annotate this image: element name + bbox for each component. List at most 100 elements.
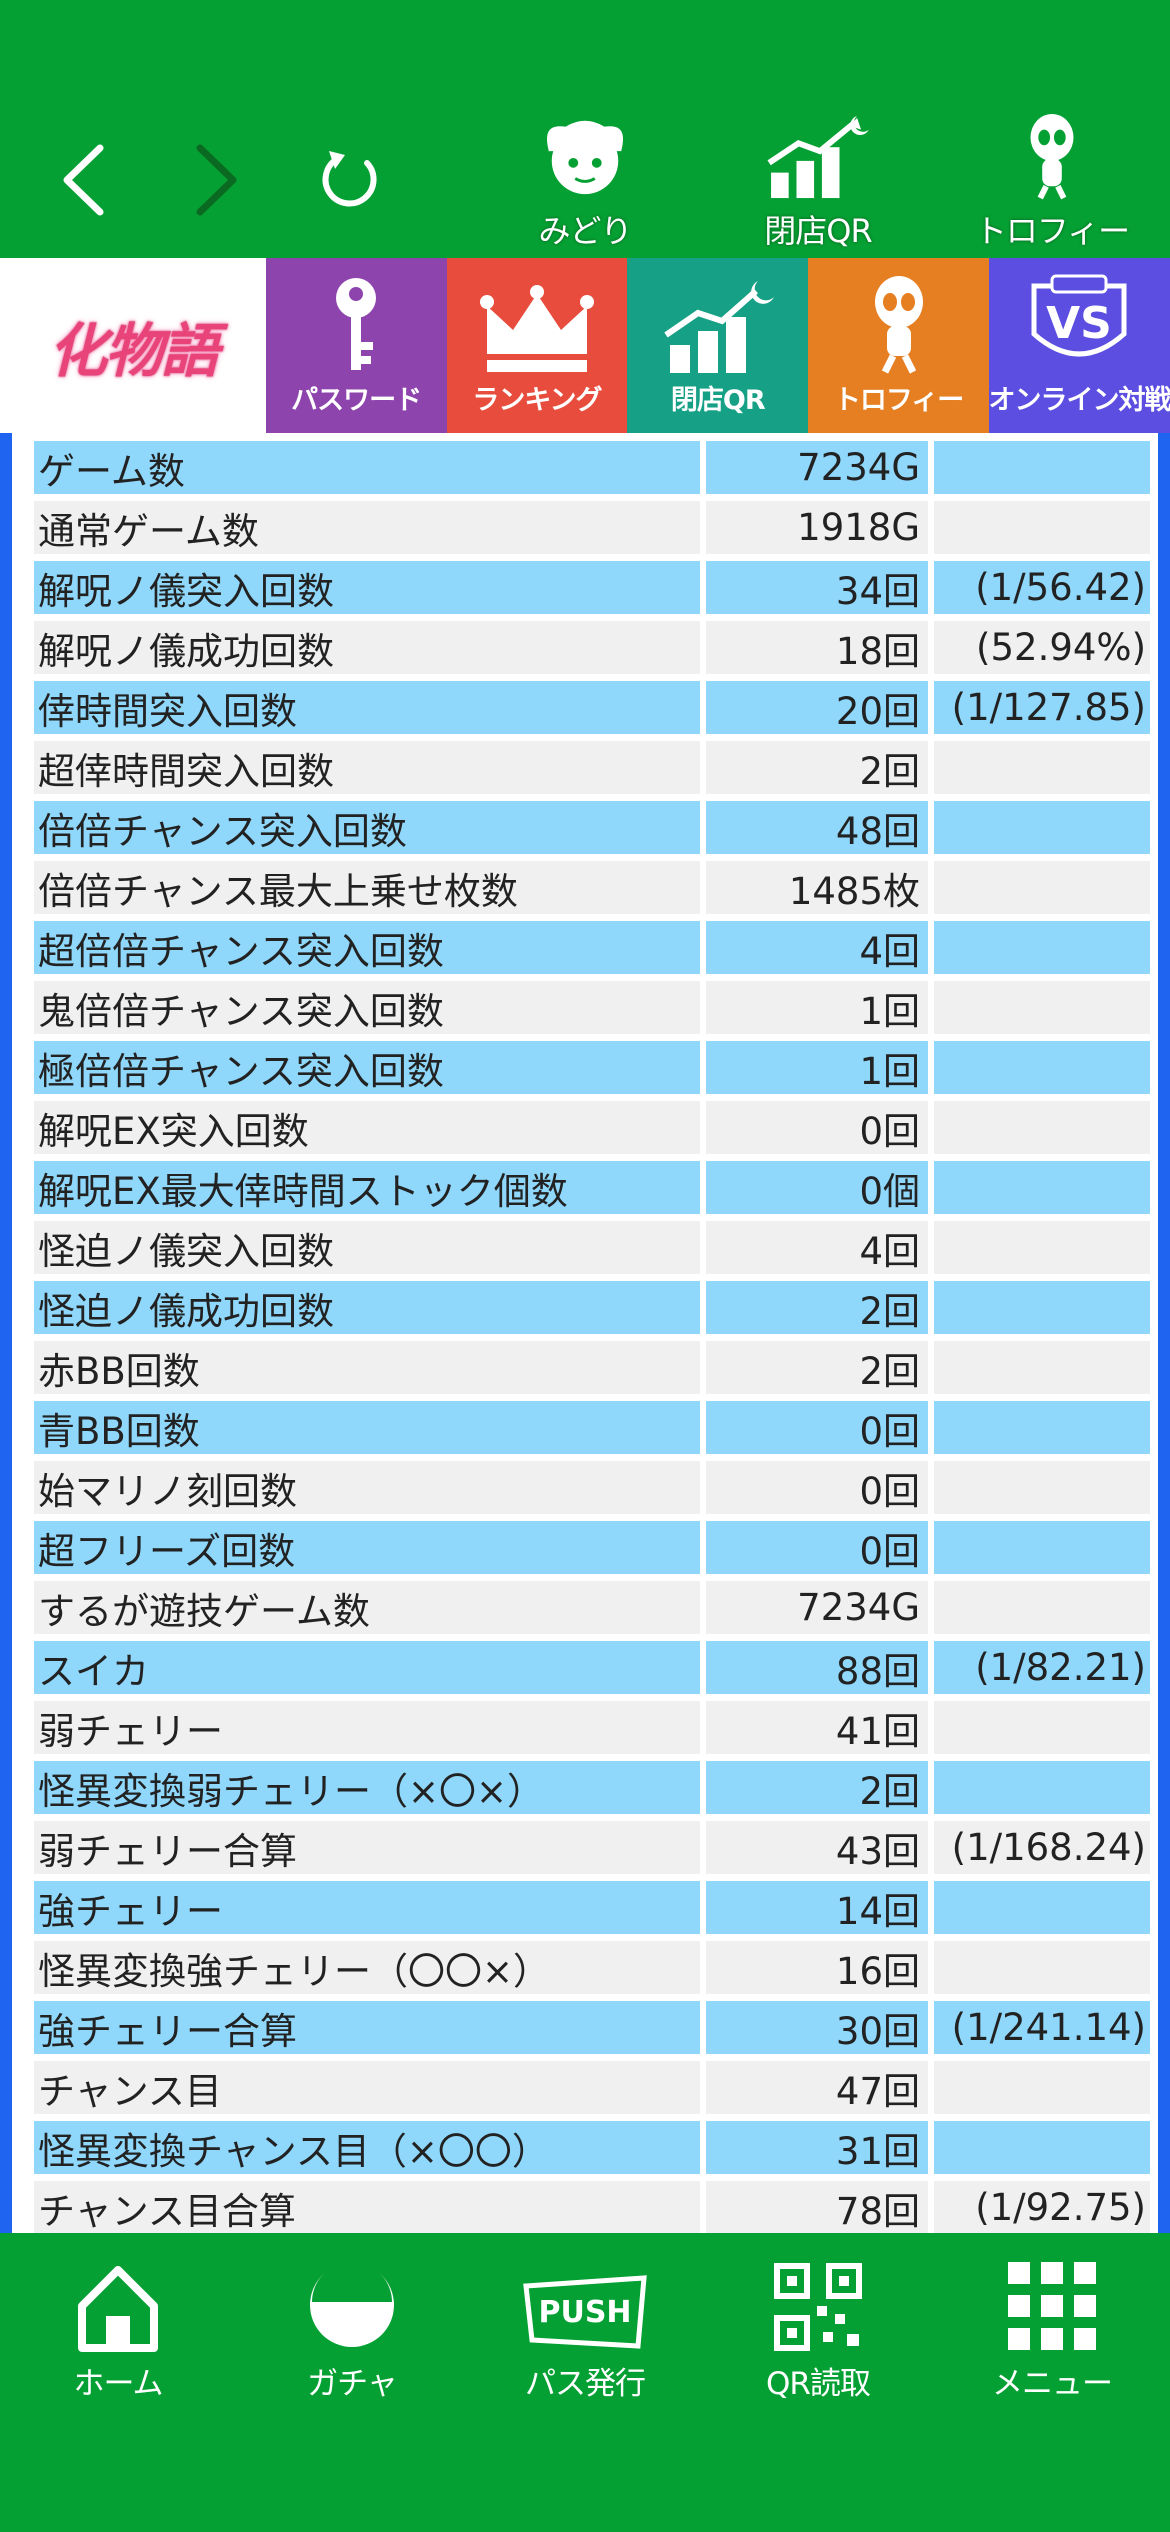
stat-extra [934,741,1150,794]
stat-name: スイカ [34,1641,700,1694]
tab-close-qr[interactable]: 閉店QR [627,258,809,433]
stat-value: 0回 [706,1101,928,1154]
reload-button[interactable] [305,130,395,230]
top-nav-label: 閉店QR [764,212,872,250]
top-nav-midori[interactable]: みどり [485,112,685,252]
stat-name: 解呪EX突入回数 [34,1101,700,1154]
stat-value: 7234G [706,441,928,494]
stat-value: 47回 [706,2061,928,2114]
stat-name: 始マリノ刻回数 [34,1461,700,1514]
stat-name: 青BB回数 [34,1401,700,1454]
table-row: 超倍倍チャンス突入回数 4回 [34,921,1150,974]
stat-name: 極倍倍チャンス突入回数 [34,1041,700,1094]
stat-extra: (52.94%) [934,621,1150,674]
nav-qr-scan[interactable]: QR読取 [718,2253,918,2403]
table-row: 怪迫ノ儀成功回数 2回 [34,1281,1150,1334]
game-logo[interactable]: 化物語 [0,258,266,433]
stat-name: 怪異変換強チェリー（〇〇×） [34,1941,700,1994]
stat-name: 通常ゲーム数 [34,501,700,554]
stat-value: 2回 [706,1761,928,1814]
stat-extra [934,861,1150,914]
character-icon [545,118,625,195]
chevron-right-icon [196,144,237,216]
table-row: チャンス目 47回 [34,2061,1150,2114]
table-row: 青BB回数 0回 [34,1401,1150,1454]
stats-table[interactable]: ゲーム数 7234G 通常ゲーム数 1918G 解呪ノ儀突入回数 34回 (1/56.42)… [0,433,1170,2233]
stat-extra [934,1521,1150,1574]
table-row: 極倍倍チャンス突入回数 1回 [34,1041,1150,1094]
stat-value: 1回 [706,981,928,1034]
stat-name: 強チェリー [34,1881,700,1934]
stat-extra [934,1161,1150,1214]
stat-name: ゲーム数 [34,441,700,494]
tab-label: トロフィー [833,385,964,416]
stat-value: 78回 [706,2181,928,2233]
back-button[interactable] [40,130,130,230]
stat-extra [934,1281,1150,1334]
stat-extra [934,501,1150,554]
tab-trophy[interactable]: トロフィー [808,258,989,433]
stat-name: 弱チェリー合算 [34,1821,700,1874]
stat-value: 2回 [706,1341,928,1394]
stat-value: 48回 [706,801,928,854]
stat-name: 倍倍チャンス最大上乗せ枚数 [34,861,700,914]
table-row: 超倖時間突入回数 2回 [34,741,1150,794]
table-row: 通常ゲーム数 1918G [34,501,1150,554]
stat-value: 4回 [706,921,928,974]
nav-label: ホーム [73,2366,163,2402]
tab-password[interactable]: パスワード [265,258,447,433]
stat-name: 鬼倍倍チャンス突入回数 [34,981,700,1034]
grid-menu-icon [1008,2262,1096,2350]
table-row: 始マリノ刻回数 0回 [34,1461,1150,1514]
top-nav-trophy[interactable]: トロフィー [952,112,1152,252]
stat-extra: (1/127.85) [934,681,1150,734]
top-bar: みどり 閉店QR トロフィー [0,0,1170,258]
stat-value: 34回 [706,561,928,614]
stat-extra [934,1101,1150,1154]
nav-home[interactable]: ホーム [18,2253,218,2403]
push-icon: PUSH [523,2275,647,2349]
top-nav-close-qr[interactable]: 閉店QR [718,112,918,252]
stat-value: 7234G [706,1581,928,1634]
crown-icon [479,285,594,372]
stat-extra [934,801,1150,854]
nav-pass-issue[interactable]: PUSH パス発行 [485,2253,685,2403]
stat-value: 0回 [706,1461,928,1514]
stat-value: 20回 [706,681,928,734]
tab-label: ランキング [472,385,602,416]
nav-label: パス発行 [525,2366,646,2402]
qr-code-icon [774,2263,862,2351]
stat-value: 1回 [706,1041,928,1094]
stat-value: 1918G [706,501,928,554]
tab-row: 化物語 パスワード ランキング 閉店QR [0,258,1170,433]
vs-icon: VS [1031,274,1127,357]
stat-extra: (1/56.42) [934,561,1150,614]
forward-button[interactable] [170,130,260,230]
chart-up-icon [664,281,774,373]
nav-menu[interactable]: メニュー [952,2253,1152,2403]
chart-up-icon [767,115,869,199]
stat-extra [934,1401,1150,1454]
stat-extra [934,1761,1150,1814]
svg-text:PUSH: PUSH [538,2295,631,2330]
stat-name: 超倍倍チャンス突入回数 [34,921,700,974]
stat-value: 1485枚 [706,861,928,914]
stat-name: 怪異変換チャンス目（×〇〇） [34,2121,700,2174]
alien-icon [1030,113,1074,200]
tab-label: オンライン対戦 [988,385,1170,416]
table-row: 倖時間突入回数 20回 (1/127.85) [34,681,1150,734]
stat-value: 43回 [706,1821,928,1874]
stat-extra: (1/92.75) [934,2181,1150,2233]
stat-name: 超倖時間突入回数 [34,741,700,794]
table-row: チャンス目合算 78回 (1/92.75) [34,2181,1150,2233]
stat-extra [934,1461,1150,1514]
stat-extra [934,1221,1150,1274]
tab-ranking[interactable]: ランキング [446,258,628,433]
nav-gacha[interactable]: ガチャ [252,2253,452,2403]
tab-online-battle[interactable]: VS オンライン対戦 [988,258,1170,433]
stat-name: 倍倍チャンス突入回数 [34,801,700,854]
nav-label: ガチャ [307,2366,398,2402]
stat-value: 4回 [706,1221,928,1274]
stat-extra [934,441,1150,494]
table-row: 倍倍チャンス最大上乗せ枚数 1485枚 [34,861,1150,914]
